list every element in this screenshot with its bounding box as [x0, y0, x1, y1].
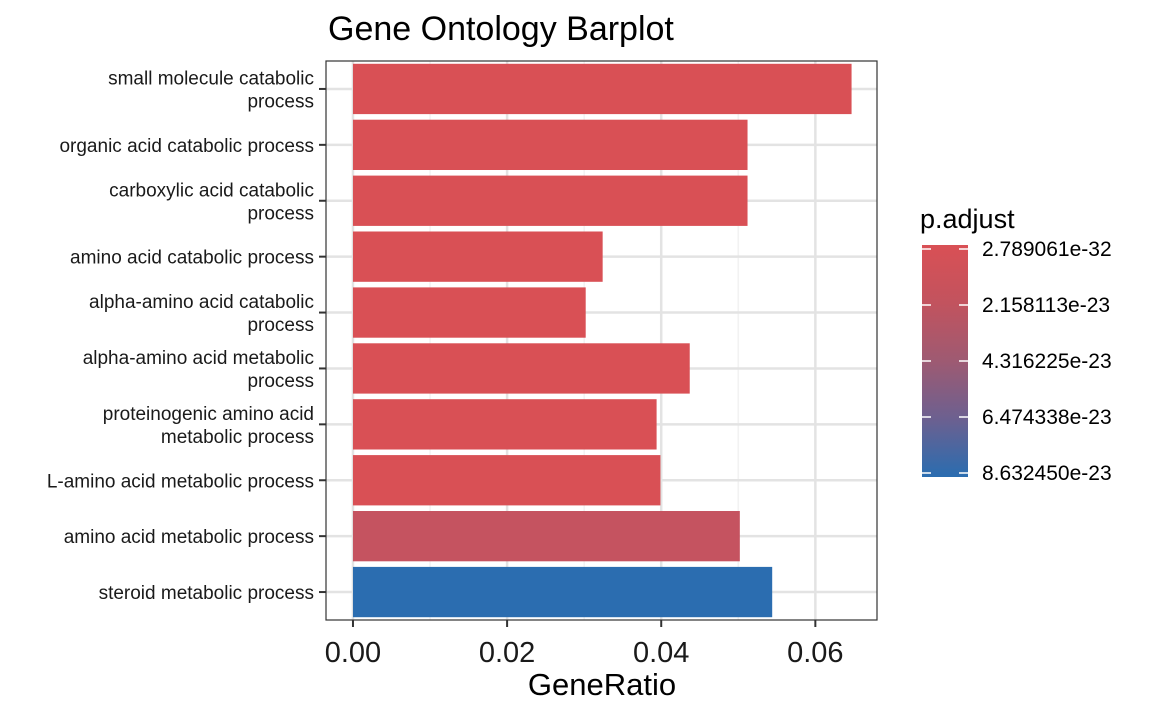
x-axis-label: GeneRatio: [528, 667, 676, 702]
bar: [352, 119, 748, 171]
chart-title: Gene Ontology Barplot: [328, 10, 674, 48]
bar: [352, 231, 603, 282]
y-tick-label: amino acid catabolic process: [70, 248, 314, 269]
bar: [352, 343, 690, 394]
legend-tick-label: 2.158113e-23: [982, 294, 1110, 317]
y-tick-label: alpha-amino acid catabolic process: [89, 292, 314, 336]
x-tick-label: 0.04: [633, 637, 689, 669]
x-tick-labels: 0.00 0.02 0.04 0.06: [325, 620, 844, 669]
legend-ticks: 2.789061e-32 2.158113e-23 4.316225e-23 6.47…: [922, 238, 1112, 485]
bar: [352, 287, 586, 338]
y-tick-label: alpha-amino acid metabolic process: [83, 348, 314, 392]
x-tick-label: 0.00: [325, 637, 381, 669]
legend-tick-label: 8.632450e-23: [982, 462, 1112, 485]
plot-border: [325, 60, 878, 621]
x-tick-label: 0.02: [479, 637, 535, 669]
bar: [352, 455, 661, 506]
y-tick-label: small molecule catabolic process: [108, 68, 314, 112]
bar: [352, 510, 740, 562]
x-tick-label: 0.06: [787, 637, 843, 669]
y-tick-labels: small molecule catabolic process organic a…: [47, 68, 326, 604]
color-legend: p.adjust 2.789061e-32 2.158113e-23 4.31622…: [920, 204, 1112, 485]
legend-tick-label: 6.474338e-23: [982, 406, 1112, 429]
legend-tick-label: 2.789061e-32: [982, 238, 1112, 261]
legend-tick-label: 4.316225e-23: [982, 350, 1112, 373]
y-tick-label: carboxylic acid catabolic process: [109, 180, 314, 224]
bar: [352, 175, 748, 226]
bar: [352, 63, 852, 115]
y-tick-label: amino acid metabolic process: [64, 527, 314, 548]
y-tick-label: steroid metabolic process: [99, 583, 314, 604]
bar: [352, 399, 657, 450]
legend-title: p.adjust: [920, 204, 1015, 234]
bars: [352, 63, 852, 618]
y-tick-label: L-amino acid metabolic process: [47, 471, 314, 492]
y-tick-label: proteinogenic amino acid metabolic proces…: [103, 404, 314, 448]
y-tick-label: organic acid catabolic process: [59, 136, 314, 157]
bar: [352, 566, 773, 618]
